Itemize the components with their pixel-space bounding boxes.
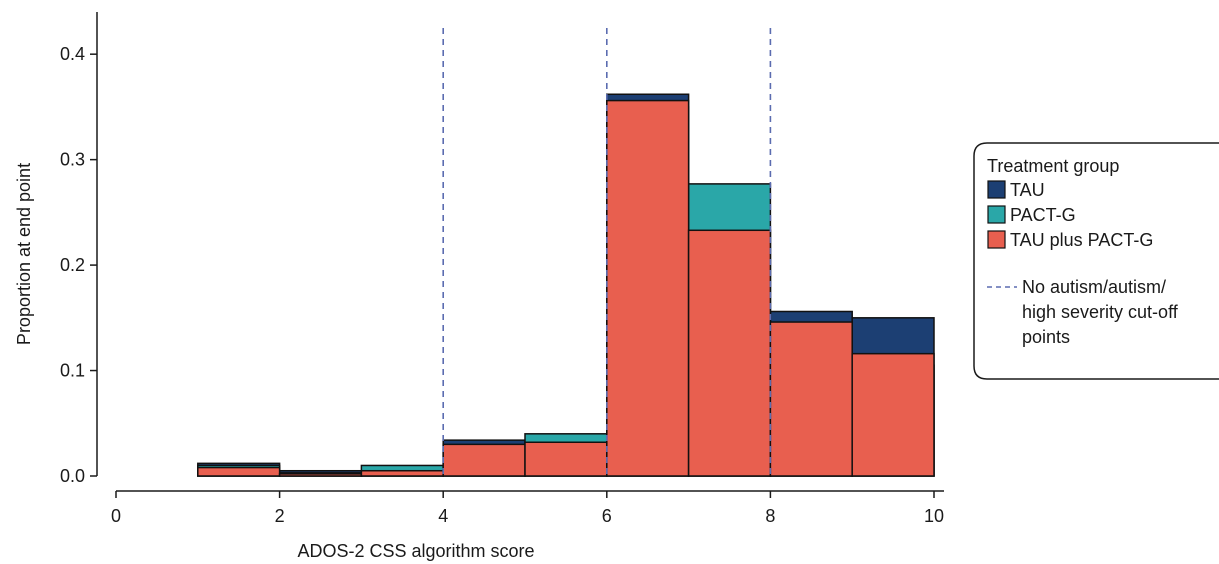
bar xyxy=(606,99,690,477)
bar xyxy=(360,469,444,477)
bar xyxy=(687,229,772,477)
y-tick-label: 0.3 xyxy=(60,150,85,170)
bar xyxy=(769,321,853,477)
legend-label: TAU plus PACT-G xyxy=(1010,230,1153,250)
legend-swatch xyxy=(987,205,1006,224)
y-tick-label: 0.0 xyxy=(60,466,85,486)
legend-swatch xyxy=(987,180,1006,199)
x-tick-label: 0 xyxy=(111,506,121,526)
x-tick-label: 4 xyxy=(438,506,448,526)
legend-swatch xyxy=(987,230,1006,249)
legend-cutoff-label-line-2: high severity cut-off xyxy=(1022,302,1179,322)
series-tau-plus-pact-g xyxy=(197,99,935,477)
y-tick-label: 0.1 xyxy=(60,361,85,381)
x-tick-label: 6 xyxy=(602,506,612,526)
y-ticks: 0.0 0.1 0.2 0.3 0.4 xyxy=(60,44,97,486)
axes: 0.0 0.1 0.2 0.3 0.4 0 2 4 6 8 10 ADOS-2 CSS algor… xyxy=(14,12,944,561)
x-tick-label: 2 xyxy=(275,506,285,526)
bar xyxy=(442,443,526,477)
x-axis-title: ADOS-2 CSS algorithm score xyxy=(297,541,534,561)
legend: Treatment group TAU PACT-G TAU plus PACT-G… xyxy=(973,142,1219,380)
bar xyxy=(851,352,935,477)
plot-area xyxy=(197,28,935,477)
y-axis-title: Proportion at end point xyxy=(14,163,34,345)
legend-cutoff-label-line-3: points xyxy=(1022,327,1070,347)
legend-title: Treatment group xyxy=(987,156,1119,176)
bar xyxy=(197,466,281,477)
legend-cutoff-label-line-1: No autism/autism/ xyxy=(1022,277,1166,297)
legend-frame xyxy=(973,142,1219,380)
legend-label: TAU xyxy=(1010,180,1045,200)
legend-label: PACT-G xyxy=(1010,205,1076,225)
y-tick-label: 0.4 xyxy=(60,44,85,64)
legend-entries: TAU PACT-G TAU plus PACT-G xyxy=(987,180,1153,250)
bar xyxy=(278,473,363,477)
y-tick-label: 0.2 xyxy=(60,255,85,275)
x-ticks: 0 2 4 6 8 10 xyxy=(111,491,944,526)
x-tick-label: 10 xyxy=(924,506,944,526)
bar xyxy=(524,441,608,477)
x-tick-label: 8 xyxy=(765,506,775,526)
